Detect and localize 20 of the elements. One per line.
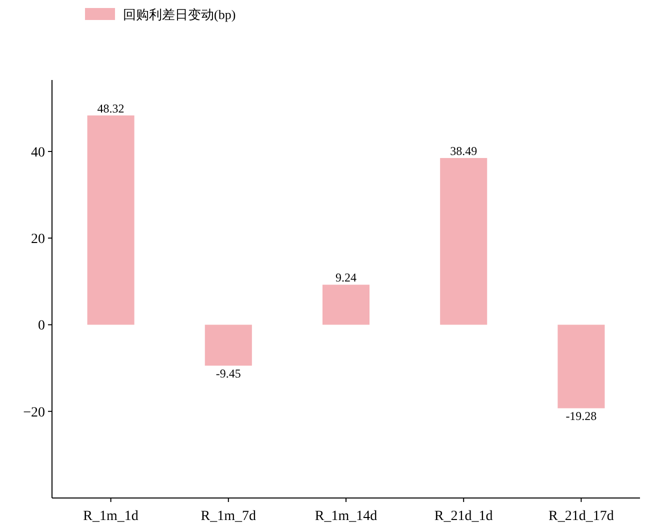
data-label: -19.28 — [566, 409, 597, 424]
bar — [87, 115, 134, 325]
y-tick-label: 40 — [31, 145, 45, 160]
bar — [558, 324, 605, 408]
data-label: 38.49 — [450, 144, 478, 158]
y-tick-label: −20 — [23, 405, 45, 420]
bar — [440, 158, 488, 325]
x-tick-label: R_21d_1d — [434, 509, 493, 524]
bar — [204, 324, 252, 366]
x-tick-label: R_1m_14d — [314, 509, 378, 524]
bar — [322, 284, 370, 325]
x-tick-label: R_1m_7d — [200, 509, 256, 524]
x-tick-label: R_1m_1d — [83, 509, 138, 524]
y-tick-label: 20 — [31, 232, 45, 248]
legend-label: 回购利差日变动(bp) — [123, 7, 236, 22]
data-label: -9.45 — [216, 366, 241, 381]
data-label: 48.32 — [97, 101, 124, 116]
x-tick-label: R_21d_17d — [548, 509, 614, 524]
data-label: 9.24 — [336, 270, 356, 285]
y-tick-label: 0 — [38, 318, 45, 334]
